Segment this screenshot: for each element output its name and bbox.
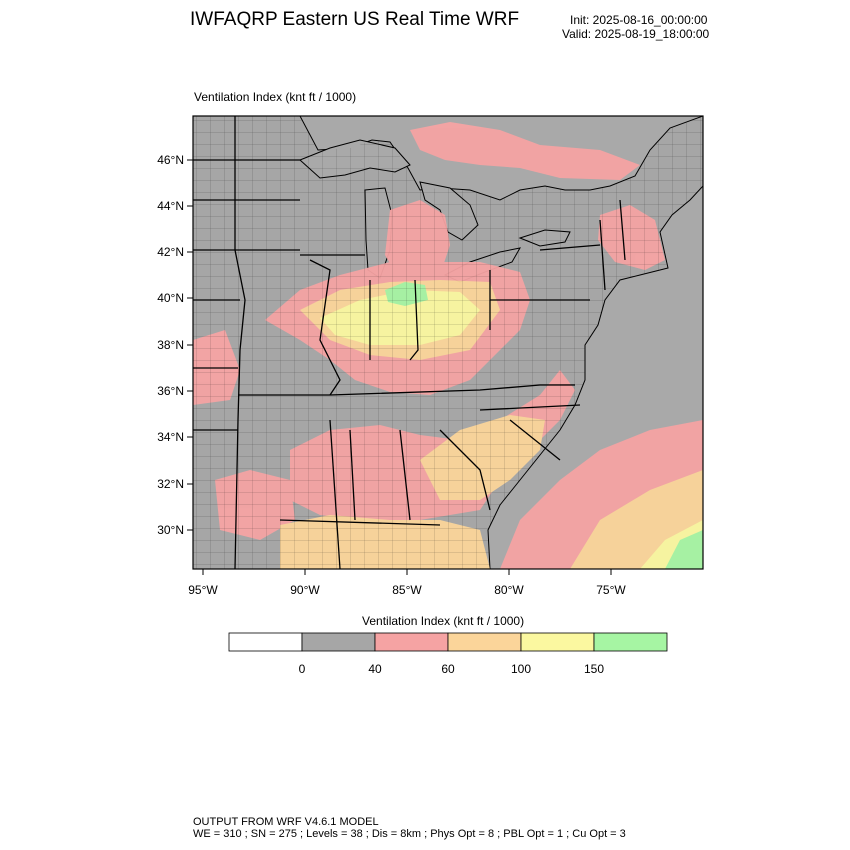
lat-labels: 46°N 44°N 42°N 40°N 38°N 36°N 34°N 32°N … bbox=[157, 153, 184, 537]
lon-label: 90°W bbox=[290, 583, 320, 597]
lon-axis bbox=[202, 569, 612, 575]
colorbar-tick-label: 0 bbox=[298, 662, 306, 676]
footer-config-line: WE = 310 ; SN = 275 ; Levels = 38 ; Dis … bbox=[193, 828, 626, 840]
colorbar-box bbox=[447, 632, 522, 652]
colorbar-tick-label: 40 bbox=[368, 662, 382, 676]
lat-label: 34°N bbox=[157, 430, 184, 444]
colorbar-tick-label: 60 bbox=[441, 662, 455, 676]
init-time: Init: 2025-08-16_00:00:00 bbox=[570, 13, 708, 27]
plot-title: IWFAQRP Eastern US Real Time WRF bbox=[190, 9, 520, 30]
lat-label: 38°N bbox=[157, 338, 184, 352]
state-borders bbox=[193, 116, 626, 569]
lon-label: 85°W bbox=[392, 583, 422, 597]
colorbar-box bbox=[301, 632, 376, 652]
colorbar-tick-label: 100 bbox=[510, 662, 532, 676]
lat-label: 32°N bbox=[157, 477, 184, 491]
colorbar bbox=[228, 632, 668, 652]
lat-label: 46°N bbox=[157, 153, 184, 167]
map-frame bbox=[192, 115, 704, 570]
lat-axis bbox=[187, 159, 193, 531]
county-lines bbox=[193, 116, 703, 569]
colorbar-box bbox=[228, 632, 303, 652]
lat-label: 40°N bbox=[157, 291, 184, 305]
lat-label: 42°N bbox=[157, 245, 184, 259]
colorbar-tick-label: 150 bbox=[583, 662, 605, 676]
lon-label: 95°W bbox=[188, 583, 218, 597]
field-label: Ventilation Index (knt ft / 1000) bbox=[194, 90, 357, 104]
map-area bbox=[193, 116, 703, 569]
colorbar-title: Ventilation Index (knt ft / 1000) bbox=[362, 614, 525, 628]
lon-label: 80°W bbox=[494, 583, 524, 597]
field-pink-canada bbox=[410, 122, 640, 180]
lat-label: 36°N bbox=[157, 384, 184, 398]
colorbar-box bbox=[520, 632, 595, 652]
lat-label: 44°N bbox=[157, 199, 184, 213]
lat-label: 30°N bbox=[157, 523, 184, 537]
lon-label: 75°W bbox=[596, 583, 626, 597]
lon-labels: 95°W 90°W 85°W 80°W 75°W bbox=[188, 583, 626, 597]
valid-time: Valid: 2025-08-19_18:00:00 bbox=[562, 27, 710, 41]
footer-model-line: OUTPUT FROM WRF V4.6.1 MODEL bbox=[193, 816, 379, 828]
field-green-ocean bbox=[665, 530, 703, 569]
colorbar-box bbox=[374, 632, 449, 652]
colorbar-box bbox=[593, 632, 668, 652]
